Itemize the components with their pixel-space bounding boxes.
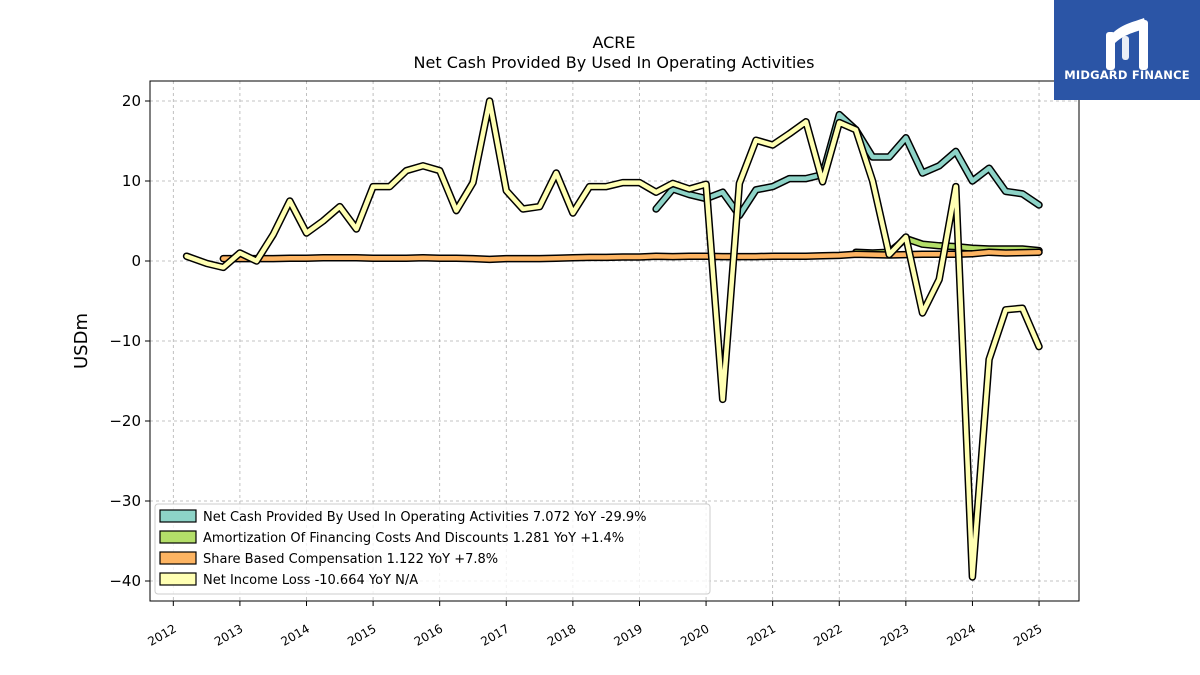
x-tick-label: 2018 [545, 621, 578, 648]
series-3 [182, 97, 1043, 581]
midgard-logo-icon [1106, 18, 1148, 70]
legend: Net Cash Provided By Used In Operating A… [154, 503, 711, 595]
legend-swatch [159, 551, 197, 565]
y-tick-label: 20 [122, 92, 141, 110]
y-tick-label: 10 [122, 172, 141, 190]
series-line [184, 98, 1042, 580]
chart-subtitle: Net Cash Provided By Used In Operating A… [414, 53, 815, 72]
x-tick-label: 2019 [612, 621, 645, 648]
x-tick-label: 2017 [478, 621, 511, 648]
legend-swatch [159, 572, 197, 586]
legend-box [154, 503, 711, 595]
plot-series [182, 97, 1043, 581]
x-tick-label: 2015 [345, 621, 378, 648]
y-tick-label: 0 [131, 252, 141, 270]
y-tick-label: −10 [109, 332, 141, 350]
brand-logo: MIDGARD FINANCE [1054, 0, 1200, 100]
x-tick-label: 2016 [412, 621, 445, 648]
y-tick-label: −30 [109, 492, 141, 510]
legend-entry: Net Cash Provided By Used In Operating A… [203, 510, 646, 525]
chart-title: ACRE [592, 33, 635, 52]
legend-entry: Net Income Loss -10.664 YoY N/A [203, 573, 418, 588]
y-axis-label: USDm [71, 313, 92, 369]
y-tick-label: −20 [109, 412, 141, 430]
x-tick-label: 2014 [279, 621, 312, 648]
legend-entry: Share Based Compensation 1.122 YoY +7.8% [203, 552, 498, 567]
series-2 [219, 248, 1043, 264]
legend-entry: Amortization Of Financing Costs And Disc… [203, 531, 624, 546]
legend-swatch [159, 530, 197, 544]
x-tick-label: 2025 [1011, 621, 1044, 648]
x-tick-label: 2012 [145, 621, 178, 648]
x-tick-label: 2013 [212, 621, 245, 648]
y-tick-label: −40 [109, 572, 141, 590]
legend-swatch [159, 509, 197, 523]
series-line [221, 249, 1042, 262]
x-tick-label: 2022 [811, 621, 844, 648]
x-axis-ticks: 2012 2013 2014 2015 2016 2017 2018 2019 2020 2021… [145, 601, 1045, 649]
x-tick-label: 2023 [878, 621, 911, 648]
x-tick-label: 2020 [678, 621, 711, 648]
x-tick-label: 2024 [944, 621, 977, 648]
x-tick-label: 2021 [745, 621, 778, 648]
brand-name: MIDGARD FINANCE [1064, 68, 1190, 82]
y-axis-ticks: 20 10 0 −10 −20 −30 −40 [109, 92, 150, 590]
